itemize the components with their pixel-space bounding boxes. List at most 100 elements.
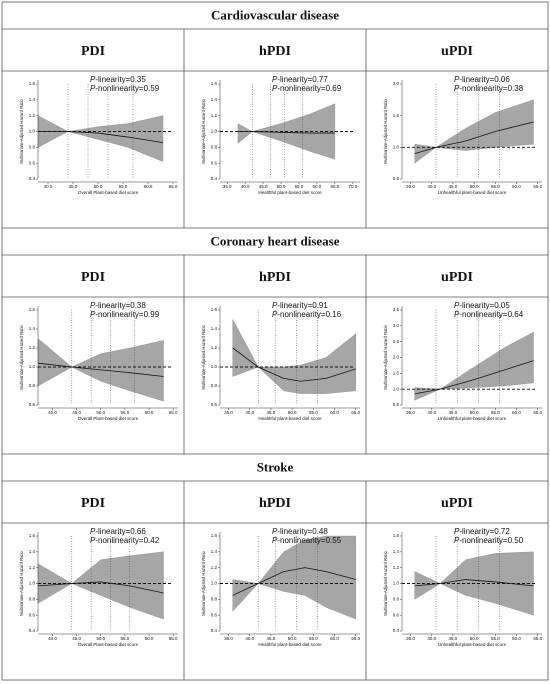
- confidence-band: [37, 551, 164, 620]
- y-axis-label: Multivariate-Adjusted Hazard Ratio: [19, 550, 24, 615]
- annotation: P-nonlinearity=0.69: [272, 84, 342, 93]
- y-tick-label: 0.6: [29, 160, 36, 165]
- x-tick-label: 65.0: [169, 184, 178, 189]
- column-header: uPDI: [441, 496, 473, 511]
- y-tick-label: 0.8: [211, 145, 218, 150]
- x-tick-label: 55.0: [309, 636, 318, 641]
- annotation: P-nonlinearity=0.50: [454, 536, 524, 545]
- y-tick-label: 0.8: [29, 597, 36, 602]
- y-tick-label: 1.4: [393, 549, 400, 554]
- estimate-line: [232, 347, 356, 382]
- x-tick-label: 50.0: [277, 184, 286, 189]
- y-tick-label: 1.0: [29, 364, 36, 369]
- x-tick-label: 65.0: [533, 636, 542, 641]
- column-header: PDI: [81, 496, 105, 511]
- annotation: P-nonlinearity=0.38: [454, 84, 524, 93]
- x-axis-label: Healthful plant-based diet score: [258, 190, 322, 195]
- y-tick-label: 0.5: [393, 176, 400, 181]
- chart: 0.4 0.6 0.8 1.0 1.2 1.4 1.6 35.0 40.0 45.0 50.0 55.…: [201, 527, 361, 647]
- section-title: Coronary heart disease: [210, 233, 339, 248]
- column-header: hPDI: [259, 270, 291, 285]
- x-tick-label: 65.0: [351, 636, 360, 641]
- x-tick-label: 40.0: [245, 636, 254, 641]
- x-tick-label: 35.0: [406, 636, 415, 641]
- y-tick-label: 0.8: [211, 597, 218, 602]
- x-axis-label: Overall Plant-based diet score: [78, 190, 139, 195]
- column-header: uPDI: [441, 270, 473, 285]
- estimate-line: [414, 579, 534, 587]
- y-tick-label: 1.4: [211, 326, 218, 331]
- x-axis-label: Unhealthful plant-based diet score: [438, 642, 507, 647]
- x-axis-label: Overall Plant-based diet score: [78, 642, 139, 647]
- y-tick-label: 1.0: [211, 581, 218, 586]
- x-tick-label: 55.0: [491, 636, 500, 641]
- y-tick-label: 1.6: [211, 533, 218, 538]
- x-tick-label: 45.0: [72, 636, 81, 641]
- x-tick-label: 50.0: [288, 636, 297, 641]
- y-tick-label: 1.2: [211, 345, 218, 350]
- y-tick-label: 2.5: [393, 339, 400, 344]
- y-tick-label: 2.0: [393, 81, 400, 86]
- estimate-line: [232, 567, 356, 596]
- x-tick-label: 60.0: [145, 410, 154, 415]
- x-tick-label: 60.0: [330, 410, 339, 415]
- y-axis-label: Multivariate-Adjusted Hazard Ratio: [201, 324, 206, 389]
- x-tick-label: 45.0: [449, 410, 458, 415]
- annotation: P-linearity=0.77: [272, 75, 328, 84]
- confidence-band: [37, 115, 164, 162]
- chart: 0.4 0.6 0.8 1.0 1.2 1.4 1.6 35.0 40.0 45.0 50.0 55.…: [201, 75, 360, 195]
- x-tick-label: 50.0: [470, 184, 479, 189]
- y-tick-label: 1.6: [393, 533, 400, 538]
- x-axis-label: Unhealthful plant-based diet score: [438, 190, 507, 195]
- x-tick-label: 50.0: [96, 410, 105, 415]
- x-tick-label: 45.0: [449, 636, 458, 641]
- y-tick-label: 1.0: [393, 386, 400, 391]
- x-tick-label: 50.0: [94, 184, 103, 189]
- y-tick-label: 1.4: [29, 97, 36, 102]
- column-header: uPDI: [441, 44, 473, 59]
- annotation: P-linearity=0.05: [454, 301, 510, 310]
- x-tick-label: 40.0: [427, 636, 436, 641]
- x-tick-label: 65.0: [169, 636, 178, 641]
- estimate-line: [237, 131, 335, 134]
- y-tick-label: 0.6: [211, 612, 218, 617]
- column-header: PDI: [81, 270, 105, 285]
- y-tick-label: 1.6: [211, 307, 218, 312]
- annotation: P-nonlinearity=0.64: [454, 310, 524, 319]
- y-axis-label: Multivariate-Adjusted Hazard Ratio: [201, 98, 206, 163]
- y-tick-label: 0.6: [29, 402, 36, 407]
- x-tick-label: 60.0: [512, 410, 521, 415]
- x-tick-label: 55.0: [121, 636, 130, 641]
- x-axis-label: Healthful plant-based diet score: [258, 642, 322, 647]
- x-tick-label: 50.0: [288, 410, 297, 415]
- x-tick-label: 60.0: [144, 184, 153, 189]
- confidence-band: [232, 319, 356, 394]
- x-tick-label: 60.0: [512, 184, 521, 189]
- x-tick-label: 40.0: [427, 410, 436, 415]
- x-tick-label: 55.0: [491, 410, 500, 415]
- y-tick-label: 1.6: [29, 533, 36, 538]
- annotation: P-nonlinearity=0.16: [272, 310, 342, 319]
- y-tick-label: 0.6: [29, 612, 36, 617]
- y-tick-label: 1.0: [29, 581, 36, 586]
- x-tick-label: 40.0: [427, 184, 436, 189]
- x-tick-label: 35.0: [406, 184, 415, 189]
- column-header: hPDI: [259, 44, 291, 59]
- y-tick-label: 1.2: [393, 565, 400, 570]
- annotation: P-nonlinearity=0.42: [90, 536, 160, 545]
- x-tick-label: 65.0: [330, 184, 339, 189]
- y-tick-label: 1.5: [393, 113, 400, 118]
- y-tick-label: 1.2: [211, 113, 218, 118]
- chart: 0.6 0.8 1.0 1.2 1.4 1.6 40.0 45.0 50.0 55.0 60.0 65…: [19, 301, 178, 421]
- x-tick-label: 45.0: [267, 410, 276, 415]
- x-tick-label: 50.0: [96, 636, 105, 641]
- y-tick-label: 3.0: [393, 323, 400, 328]
- estimate-line: [38, 131, 164, 143]
- annotation: P-nonlinearity=0.55: [272, 536, 342, 545]
- x-tick-label: 65.0: [169, 410, 178, 415]
- x-tick-label: 40.0: [48, 410, 57, 415]
- y-tick-label: 1.5: [393, 371, 400, 376]
- x-tick-label: 35.0: [224, 410, 233, 415]
